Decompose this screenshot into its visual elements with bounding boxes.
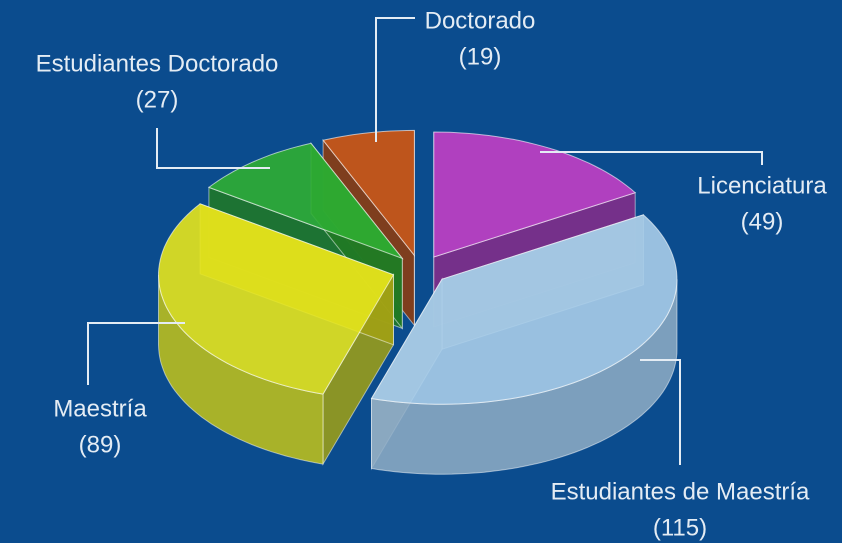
slice-value-label: (49) [741,208,784,235]
slice [433,131,637,258]
slice [207,142,404,260]
slice-value-label: (115) [653,514,707,541]
slice-label: Licenciatura [697,172,827,199]
slice-label: Estudiantes Doctorado [36,50,279,77]
leader-line [156,128,270,169]
slice-value-label: (27) [136,86,179,113]
slice [322,129,415,257]
slice-value-label: (89) [79,431,122,458]
slice [157,203,395,395]
leader-line [87,322,185,385]
slice-value-label: (19) [459,43,502,70]
slice-label: Estudiantes de Maestría [551,478,810,505]
leader-line [640,359,681,465]
slice [370,214,678,405]
slice-label: Maestría [53,395,147,422]
leader-line [540,151,763,165]
pie [157,129,678,475]
leader-line [375,17,415,142]
labels: Licenciatura (49) Estudiantes de Maestría (… [36,7,828,541]
slice-label: Doctorado [425,7,536,34]
